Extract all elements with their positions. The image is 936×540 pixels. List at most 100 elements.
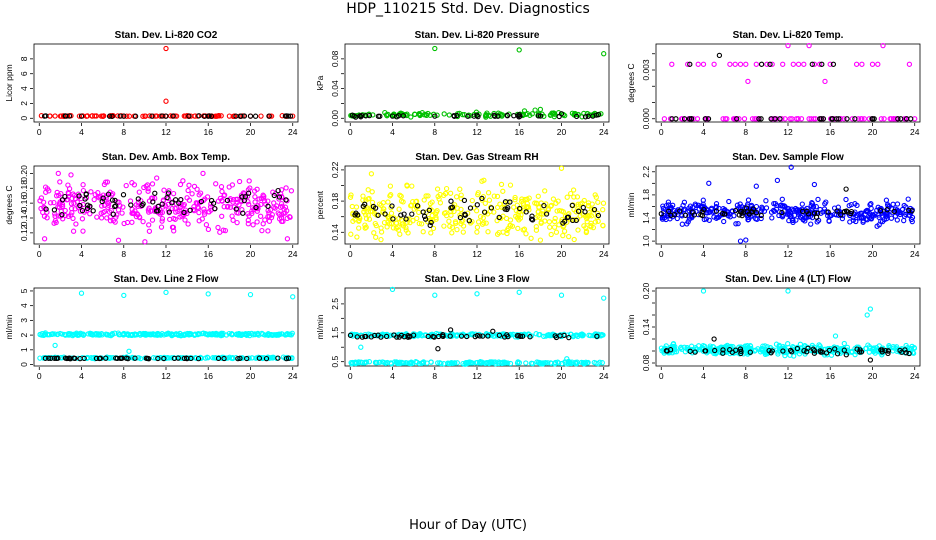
data-point [746,211,752,217]
data-point [702,348,708,354]
data-point [159,216,166,222]
data-point [681,199,688,205]
data-point [239,331,246,337]
y-tick-label: 0 [19,116,29,121]
y-tick-label: 0.16 [19,195,29,212]
data-point [249,210,255,217]
data-point [865,342,871,348]
data-point [870,348,877,355]
data-point [114,355,120,362]
data-point [674,215,680,222]
data-point [564,194,570,200]
data-point [542,188,548,194]
data-point [426,207,432,213]
data-point [114,212,120,218]
data-point [519,196,525,202]
data-point [684,221,690,227]
x-tick-label: 24 [910,249,920,259]
y-tick-label: 0.20 [641,282,651,299]
data-point [720,350,726,356]
data-point [574,216,581,222]
data-point [852,351,858,358]
data-point [507,360,514,367]
data-point [87,203,93,209]
data-point [413,199,419,205]
data-point [769,61,775,67]
data-point [743,205,750,211]
data-point [432,45,438,52]
data-point [275,210,281,216]
data-point [672,349,678,355]
data-point [884,201,891,208]
data-point [512,194,518,201]
data-point [161,355,167,362]
data-point [196,209,202,216]
data-point [806,42,812,49]
data-point [670,343,677,350]
plot-frame [33,287,299,367]
data-point [527,334,533,340]
data-point [875,61,881,67]
data-point [425,333,431,340]
data-point [221,193,227,199]
data-point [107,218,114,224]
x-tick-label: 16 [826,371,836,381]
data-point [156,331,163,338]
data-point [449,230,455,236]
data-point [213,181,219,187]
data-point [891,208,897,215]
data-point [53,193,60,199]
data-point [866,116,872,122]
data-point [59,331,65,337]
data-point [252,331,258,337]
data-point [217,195,224,202]
data-point [173,209,179,215]
x-tick-label: 0 [659,371,664,381]
data-point [726,198,732,205]
data-point [78,290,85,296]
data-point [347,194,354,200]
data-point [682,212,689,218]
data-point [397,231,403,237]
data-point [573,217,579,224]
data-point [574,360,580,367]
data-point [394,334,400,340]
data-point [678,116,685,122]
x-tick-label: 20 [246,371,256,381]
data-point [732,61,738,67]
data-point [674,208,681,214]
data-point [234,199,240,206]
data-point [359,334,365,340]
data-point [815,196,821,203]
data-point [426,215,432,222]
data-point [258,201,264,208]
data-point [46,332,53,338]
y-tick-label: 4 [19,86,29,91]
data-point [538,210,544,217]
data-point [408,203,414,209]
data-point [123,355,130,361]
x-tick-label: 4 [701,249,706,259]
data-point [230,217,236,223]
data-point [112,219,118,225]
data-point [512,197,518,203]
data-point [247,113,254,119]
data-point [745,216,752,223]
data-point [221,204,227,210]
data-point [758,116,764,122]
data-point [558,165,565,171]
data-point [420,209,426,215]
data-point [358,344,364,350]
data-point [661,116,668,122]
data-point [46,355,52,361]
data-point [903,211,909,218]
data-point [832,333,839,339]
x-tick-label: 16 [204,371,214,381]
data-point [552,361,558,367]
data-point [736,116,742,122]
data-point [548,231,554,238]
data-point [558,111,565,117]
data-point [852,201,858,207]
data-point [80,228,86,234]
